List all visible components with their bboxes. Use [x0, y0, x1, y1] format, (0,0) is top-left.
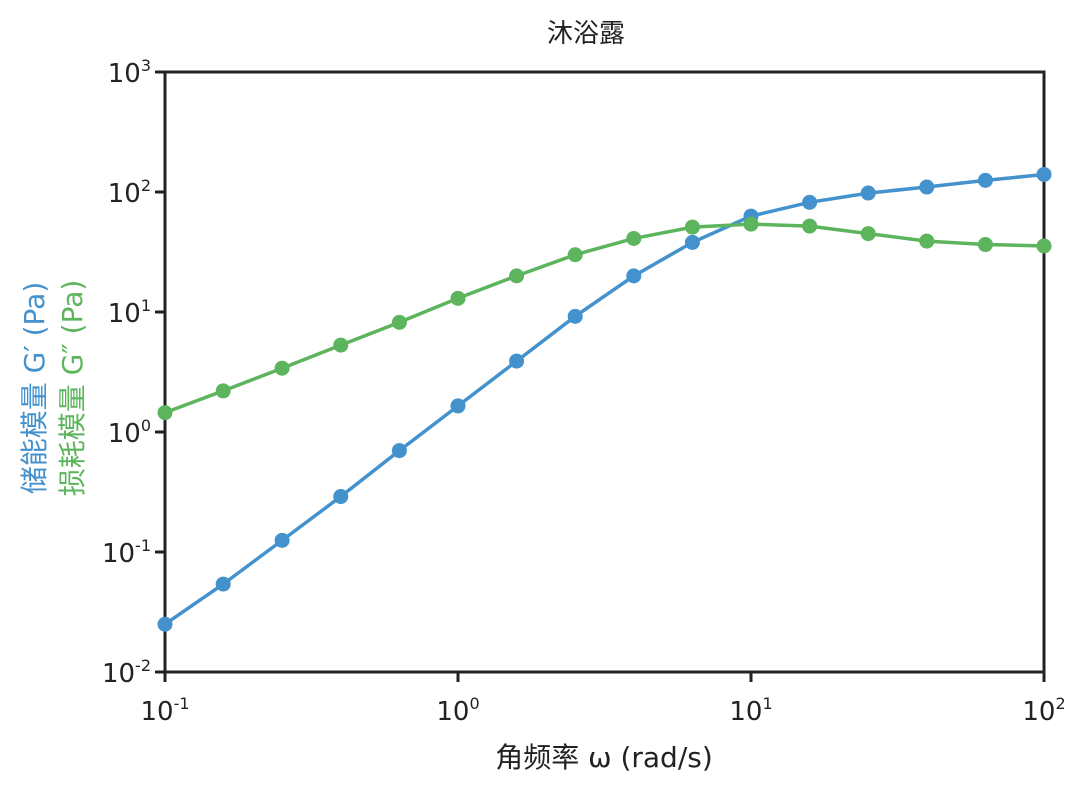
storage-modulus-point	[802, 194, 818, 210]
storage-modulus-line	[164, 172, 1045, 626]
loss-modulus-point	[157, 405, 173, 421]
series-group	[157, 166, 1052, 632]
loss-modulus-point	[274, 360, 290, 376]
storage-modulus-point	[567, 308, 583, 324]
storage-modulus-point	[215, 576, 231, 592]
storage-modulus-point	[274, 532, 290, 548]
plot-frame	[163, 70, 1046, 674]
x-axis-label: 角频率 ω (rad/s)	[495, 741, 713, 774]
loss-modulus-point	[802, 218, 818, 234]
storage-modulus-point	[391, 443, 407, 459]
loss-modulus-point	[684, 219, 700, 235]
loss-modulus-point	[743, 216, 759, 232]
storage-modulus-point	[684, 234, 700, 250]
loss-modulus-point	[860, 226, 876, 242]
loss-modulus-point	[626, 230, 642, 246]
x-tick-label: 102	[1022, 694, 1065, 727]
storage-modulus-point	[333, 489, 349, 505]
storage-modulus-point	[919, 179, 935, 195]
chart-title: 沐浴露	[547, 19, 625, 49]
y-axis-ticks: 10-2 10-1 100 101 102 103	[102, 56, 165, 689]
loss-modulus-point	[1036, 238, 1052, 254]
loss-modulus-point	[977, 237, 993, 253]
loss-modulus-point	[215, 383, 231, 399]
storage-modulus-point	[157, 616, 173, 632]
y-tick-label: 10-2	[102, 656, 151, 689]
loss-modulus-point	[919, 233, 935, 249]
y-axis-label-storage: 储能模量 G′ (Pa)	[18, 282, 51, 495]
y-axis-label-loss: 损耗模量 G″ (Pa)	[56, 280, 89, 497]
storage-modulus-point	[509, 353, 525, 369]
storage-modulus-point	[1036, 166, 1052, 182]
y-tick-label: 102	[108, 176, 151, 209]
x-tick-label: 100	[436, 694, 479, 727]
y-tick-label: 10-1	[102, 536, 151, 569]
loss-modulus-point	[509, 268, 525, 284]
x-tick-label: 10-1	[140, 694, 189, 727]
x-tick-label: 101	[729, 694, 772, 727]
y-tick-label: 100	[108, 416, 151, 449]
x-axis-ticks: 10-1 100 101 102	[140, 672, 1066, 727]
loss-modulus-point	[333, 337, 349, 353]
storage-modulus-point	[626, 268, 642, 284]
storage-modulus-point	[450, 398, 466, 414]
y-tick-label: 103	[108, 56, 151, 89]
loss-modulus-point	[450, 290, 466, 306]
y-tick-label: 101	[108, 296, 151, 329]
loss-modulus-line	[164, 222, 1045, 415]
loss-modulus-point	[391, 314, 407, 330]
loss-modulus-point	[567, 247, 583, 263]
storage-modulus-point	[860, 185, 876, 201]
storage-modulus-point	[977, 172, 993, 188]
